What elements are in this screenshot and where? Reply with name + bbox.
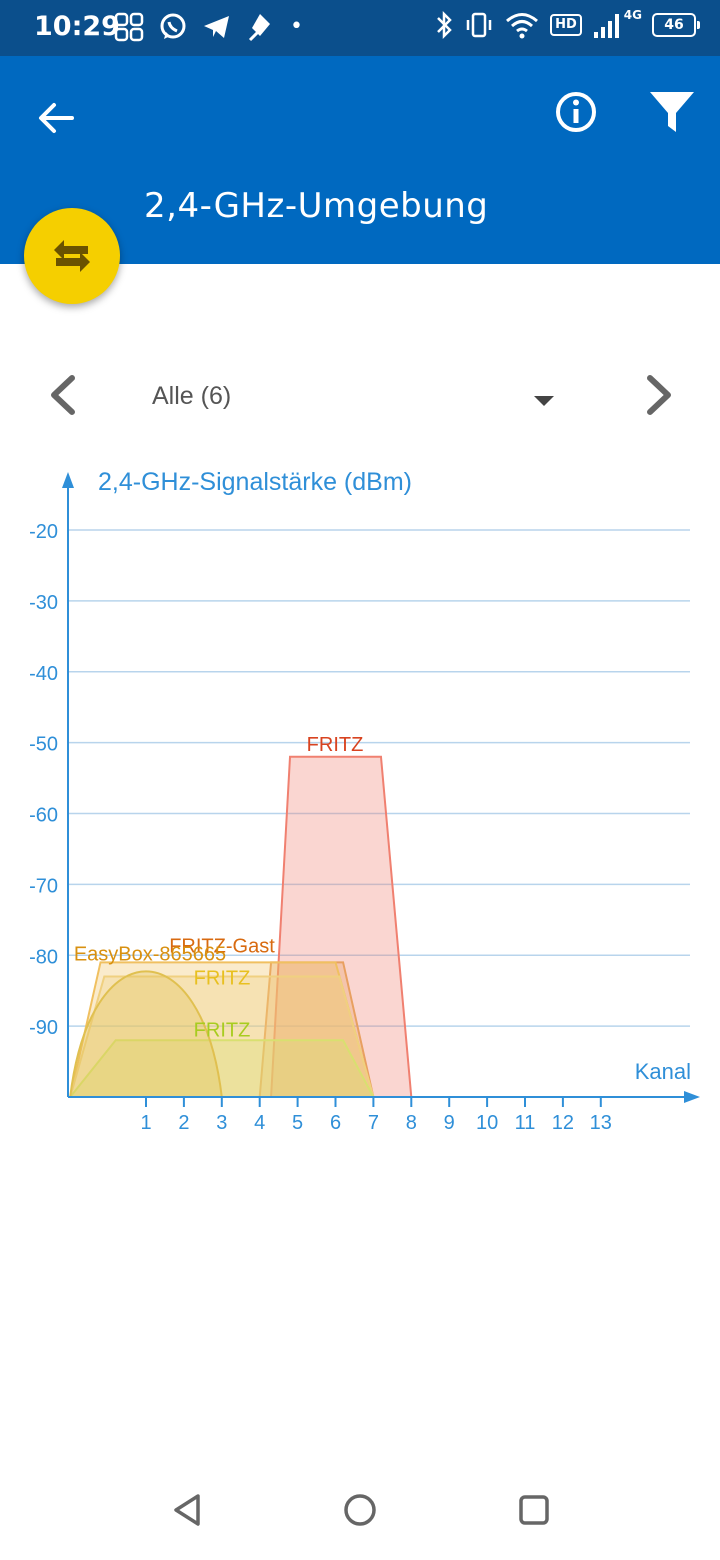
x-tick-label: 3 bbox=[216, 1112, 227, 1134]
chevron-right-icon bbox=[647, 375, 671, 415]
vibrate-icon bbox=[464, 10, 494, 40]
x-tick-label: 13 bbox=[590, 1112, 612, 1134]
filter-button[interactable] bbox=[646, 86, 698, 138]
x-tick-label: 4 bbox=[254, 1112, 265, 1134]
series-label: FRITZ-Gast bbox=[169, 935, 275, 957]
app-bar: 2,4-GHz-Umgebung bbox=[0, 56, 720, 264]
triangle-back-icon bbox=[174, 1494, 200, 1526]
network-type: 4G bbox=[623, 8, 642, 22]
info-button[interactable] bbox=[550, 86, 602, 138]
switch-band-button[interactable] bbox=[24, 208, 120, 304]
dropdown-value: Alle (6) bbox=[152, 382, 232, 410]
network-selector: Alle (6) bbox=[0, 360, 720, 432]
y-tick-label: -60 bbox=[29, 805, 58, 827]
y-tick-label: -70 bbox=[29, 875, 58, 897]
back-button[interactable] bbox=[30, 92, 82, 144]
page-title: 2,4-GHz-Umgebung bbox=[144, 186, 489, 226]
square-recents-icon bbox=[519, 1495, 549, 1525]
hd-badge: HD bbox=[550, 14, 582, 36]
y-tick-label: -50 bbox=[29, 734, 58, 756]
y-axis-title: 2,4-GHz-Signalstärke (dBm) bbox=[98, 468, 412, 496]
x-tick-label: 5 bbox=[292, 1112, 303, 1134]
signal-strength-chart: -20 -30 -40 -50 -60 -70 -80 -90 FRITZ FRITZ-Gast E… bbox=[0, 460, 720, 1160]
swap-arrows-icon bbox=[54, 240, 90, 272]
x-tick-label: 7 bbox=[368, 1112, 379, 1134]
status-time: 10:29 bbox=[34, 11, 120, 42]
series-label: EasyBox-865665 bbox=[74, 943, 226, 965]
series-area bbox=[69, 970, 223, 1098]
apps-grid-icon bbox=[114, 12, 144, 42]
x-tick-label: 9 bbox=[444, 1112, 455, 1134]
x-tick-label: 1 bbox=[140, 1112, 151, 1134]
y-tick-label: -20 bbox=[29, 521, 58, 543]
nav-recents-button[interactable] bbox=[514, 1490, 554, 1530]
arrow-back-icon bbox=[39, 103, 74, 133]
next-button[interactable] bbox=[632, 370, 682, 420]
filter-icon bbox=[650, 92, 694, 132]
dropdown-arrow-icon bbox=[534, 396, 554, 406]
series-label: FRITZ bbox=[194, 1019, 251, 1041]
system-indicators: HD 4G 46 bbox=[434, 8, 700, 40]
x-tick-label: 6 bbox=[330, 1112, 341, 1134]
battery-indicator: 46 bbox=[652, 13, 700, 37]
y-tick-label: -90 bbox=[29, 1017, 58, 1039]
x-axis-title: Kanal bbox=[635, 1059, 691, 1084]
signal-icon bbox=[592, 10, 622, 40]
y-tick-label: -30 bbox=[29, 592, 58, 614]
status-bar: 10:29 • HD 4G 46 bbox=[0, 0, 720, 56]
nav-back-button[interactable] bbox=[168, 1490, 208, 1530]
notification-icons bbox=[114, 12, 274, 42]
bluetooth-icon bbox=[434, 10, 454, 40]
wifi-icon bbox=[504, 10, 540, 40]
network-dropdown[interactable]: Alle (6) bbox=[140, 366, 570, 426]
x-axis-arrow-icon bbox=[684, 1091, 700, 1103]
info-icon bbox=[556, 92, 596, 132]
y-tick-label: -80 bbox=[29, 946, 58, 968]
more-notifications-dot: • bbox=[290, 14, 303, 39]
y-tick-label: -40 bbox=[29, 663, 58, 685]
whatsapp-icon bbox=[158, 12, 188, 42]
system-navigation-bar bbox=[0, 1460, 720, 1560]
series-label: FRITZ bbox=[194, 968, 251, 990]
chart-svg: -20 -30 -40 -50 -60 -70 -80 -90 FRITZ FRITZ-GastE… bbox=[29, 468, 700, 1134]
circle-home-icon bbox=[344, 1494, 376, 1526]
telegram-icon bbox=[202, 12, 232, 42]
series-label: FRITZ bbox=[307, 734, 364, 756]
chevron-left-icon bbox=[51, 375, 75, 415]
x-tick-label: 12 bbox=[552, 1112, 574, 1134]
pen-icon bbox=[246, 12, 274, 42]
x-tick-label: 8 bbox=[406, 1112, 417, 1134]
x-tick-label: 2 bbox=[178, 1112, 189, 1134]
x-tick-label: 10 bbox=[476, 1112, 498, 1134]
nav-home-button[interactable] bbox=[340, 1490, 380, 1530]
y-axis-arrow-icon bbox=[62, 472, 74, 488]
previous-button[interactable] bbox=[40, 370, 90, 420]
x-tick-label: 11 bbox=[515, 1112, 536, 1134]
